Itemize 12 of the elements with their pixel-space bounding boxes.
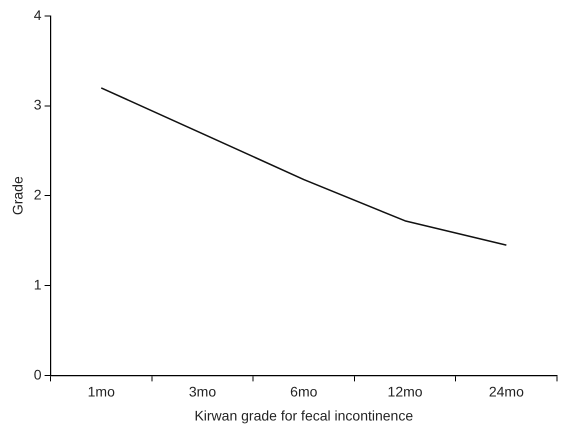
y-tick-label: 4 — [34, 6, 42, 23]
y-tick-label: 0 — [34, 366, 42, 382]
y-tick-label: 2 — [34, 186, 42, 203]
y-axis-title: Grade — [9, 176, 26, 216]
x-tick-label: 24mo — [488, 384, 524, 400]
x-tick-label: 12mo — [388, 384, 423, 400]
x-axis-title: Kirwan grade for fecal incontinence — [194, 407, 414, 424]
x-tick-label: 3mo — [188, 384, 216, 400]
x-tick-label: 1mo — [88, 384, 116, 400]
x-tick-label: 6mo — [290, 384, 318, 400]
y-tick-label: 1 — [34, 276, 42, 292]
y-tick-label: 3 — [34, 96, 42, 113]
